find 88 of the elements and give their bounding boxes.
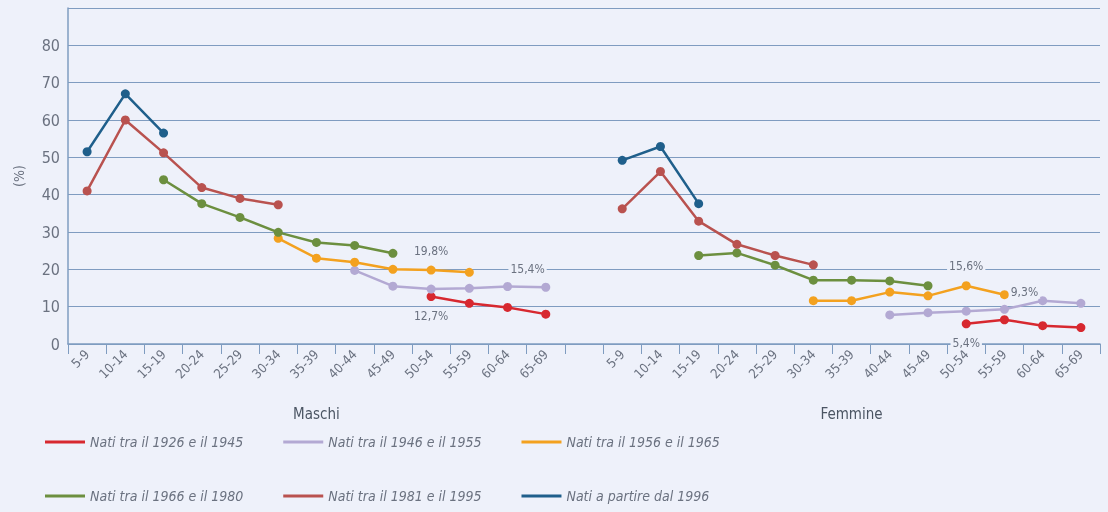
point (847, 296, 857, 306)
point (885, 310, 895, 320)
point (1076, 323, 1086, 333)
point (770, 260, 780, 270)
point (82, 147, 92, 157)
point (961, 319, 971, 329)
point (273, 227, 283, 237)
point (847, 275, 857, 285)
point (464, 267, 474, 277)
point (464, 298, 474, 308)
data-label: 12,7% (413, 309, 449, 324)
legend-label: Nati tra il 1981 e il 1995 (328, 488, 482, 504)
point (961, 306, 971, 316)
point (1038, 296, 1048, 306)
point (235, 212, 245, 222)
point (350, 257, 360, 267)
point (159, 128, 169, 138)
y-tick-label: 70 (41, 73, 60, 93)
point (999, 304, 1009, 314)
point (159, 175, 169, 185)
point (655, 167, 665, 177)
point (923, 308, 933, 318)
y-tick-label: 30 (41, 222, 60, 242)
x-tick-label: 5-9 (603, 346, 628, 371)
y-tick-label: 20 (41, 259, 60, 279)
y-tick-label: 10 (41, 297, 60, 317)
point (541, 282, 551, 292)
data-label: 9,3% (1010, 284, 1039, 299)
point (694, 216, 704, 226)
point (961, 281, 971, 291)
point (503, 282, 513, 291)
y-axis-title: (%) (11, 165, 27, 187)
legend-label: Nati tra il 1946 e il 1955 (328, 434, 482, 450)
text: Maschi (293, 404, 340, 423)
point (235, 193, 245, 203)
point (388, 264, 398, 274)
point (923, 281, 933, 291)
legend-label: Nati tra il 1956 e il 1965 (566, 434, 720, 450)
y-tick-label: 60 (41, 110, 60, 130)
point (923, 291, 933, 301)
point (388, 248, 398, 258)
point (311, 237, 321, 247)
y-tick-label: 50 (41, 147, 60, 167)
point (388, 281, 398, 291)
point (82, 186, 92, 196)
y-tick-label: 80 (41, 35, 60, 55)
point (732, 248, 742, 258)
point (197, 183, 207, 193)
point (694, 199, 704, 209)
point (808, 275, 818, 285)
text: Femmine (820, 404, 883, 423)
point (273, 200, 283, 210)
point (655, 142, 665, 151)
point (770, 251, 780, 261)
point (808, 296, 818, 306)
point (808, 260, 818, 270)
point (120, 115, 130, 125)
point (159, 148, 169, 158)
legend-label: Nati tra il 1966 e il 1980 (90, 488, 244, 504)
data-label: 15,4% (510, 262, 545, 277)
point (1076, 298, 1086, 308)
point (426, 265, 436, 275)
data-label: 19,8% (413, 243, 449, 258)
point (197, 199, 207, 209)
y-tick-label: 0 (50, 334, 60, 354)
point (999, 290, 1009, 300)
point (1038, 321, 1048, 331)
point (617, 204, 627, 214)
y-tick-label: 40 (41, 185, 60, 205)
point (464, 283, 474, 293)
point (350, 265, 360, 275)
point (350, 240, 360, 250)
point (732, 239, 742, 249)
point (503, 302, 513, 312)
point (617, 155, 627, 165)
point (120, 89, 130, 99)
point (999, 315, 1009, 325)
point (426, 284, 436, 294)
data-label: 15,6% (949, 259, 984, 274)
point (694, 251, 704, 261)
data-label: 5,4% (952, 336, 980, 351)
point (885, 287, 895, 297)
point (311, 253, 321, 263)
point (541, 309, 551, 319)
x-tick-label: 5-9 (68, 346, 93, 371)
legend-label: Nati tra il 1926 e il 1945 (90, 434, 244, 450)
legend-label: Nati a partire dal 1996 (566, 488, 710, 504)
point (885, 276, 895, 286)
